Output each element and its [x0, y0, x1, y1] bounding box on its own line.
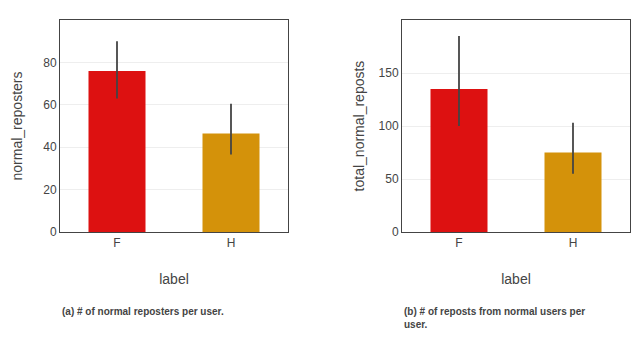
svg-text:0: 0 — [50, 225, 57, 239]
svg-text:0: 0 — [392, 225, 399, 239]
svg-text:60: 60 — [43, 98, 57, 112]
svg-text:H: H — [569, 236, 578, 250]
svg-text:100: 100 — [379, 119, 399, 133]
svg-text:normal_reposters: normal_reposters — [9, 72, 25, 181]
svg-text:(a) # of normal reposters per: (a) # of normal reposters per user. — [62, 306, 224, 317]
svg-text:H: H — [227, 236, 236, 250]
svg-text:80: 80 — [43, 56, 57, 70]
svg-text:(b) # of reposts from normal u: (b) # of reposts from normal users perus… — [404, 306, 585, 330]
svg-text:150: 150 — [379, 66, 399, 80]
svg-text:label: label — [501, 271, 531, 287]
svg-text:50: 50 — [385, 172, 399, 186]
svg-text:label: label — [159, 271, 189, 287]
svg-text:40: 40 — [43, 140, 57, 154]
svg-text:20: 20 — [43, 183, 57, 197]
svg-text:F: F — [455, 236, 462, 250]
svg-text:total_normal_reposts: total_normal_reposts — [351, 61, 367, 192]
svg-text:F: F — [113, 236, 120, 250]
